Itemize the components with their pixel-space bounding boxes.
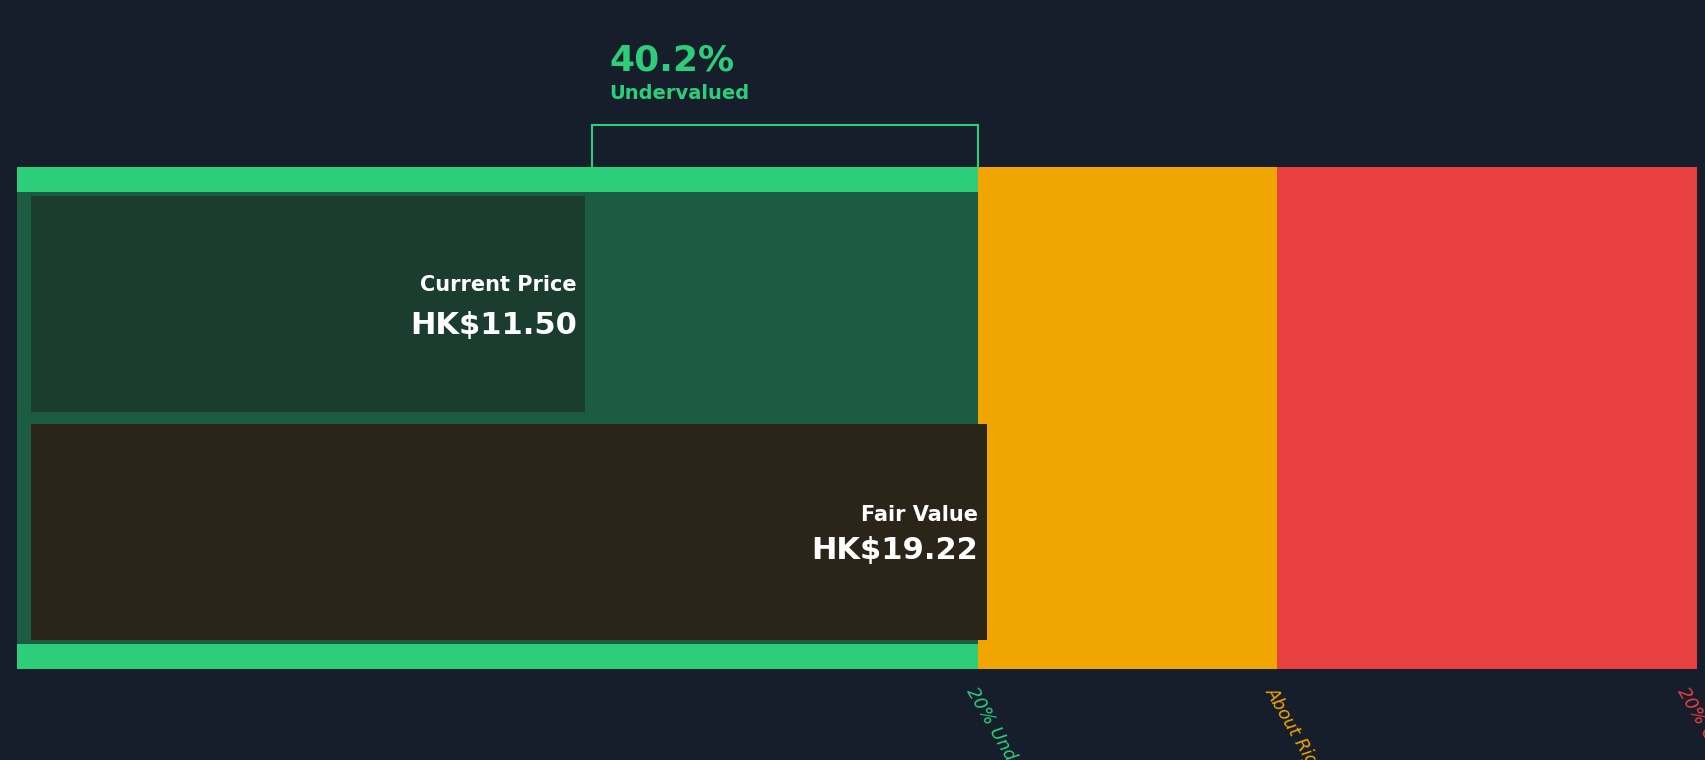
Text: About Right: About Right [1262, 684, 1330, 760]
Text: Undervalued: Undervalued [609, 84, 748, 103]
Bar [1277, 167, 1696, 669]
Text: Current Price: Current Price [419, 275, 576, 295]
Text: HK$19.22: HK$19.22 [812, 537, 977, 565]
Bar [31, 424, 985, 640]
Bar [17, 167, 977, 669]
Bar [17, 644, 977, 669]
Text: 20% Undervalued: 20% Undervalued [962, 684, 1059, 760]
Text: HK$11.50: HK$11.50 [409, 311, 576, 340]
Bar [17, 167, 977, 192]
Bar [31, 196, 585, 412]
Text: 20% Overvalued: 20% Overvalued [1673, 684, 1705, 760]
Bar [977, 167, 1277, 669]
Text: 40.2%: 40.2% [609, 44, 733, 78]
Text: Fair Value: Fair Value [861, 505, 977, 525]
